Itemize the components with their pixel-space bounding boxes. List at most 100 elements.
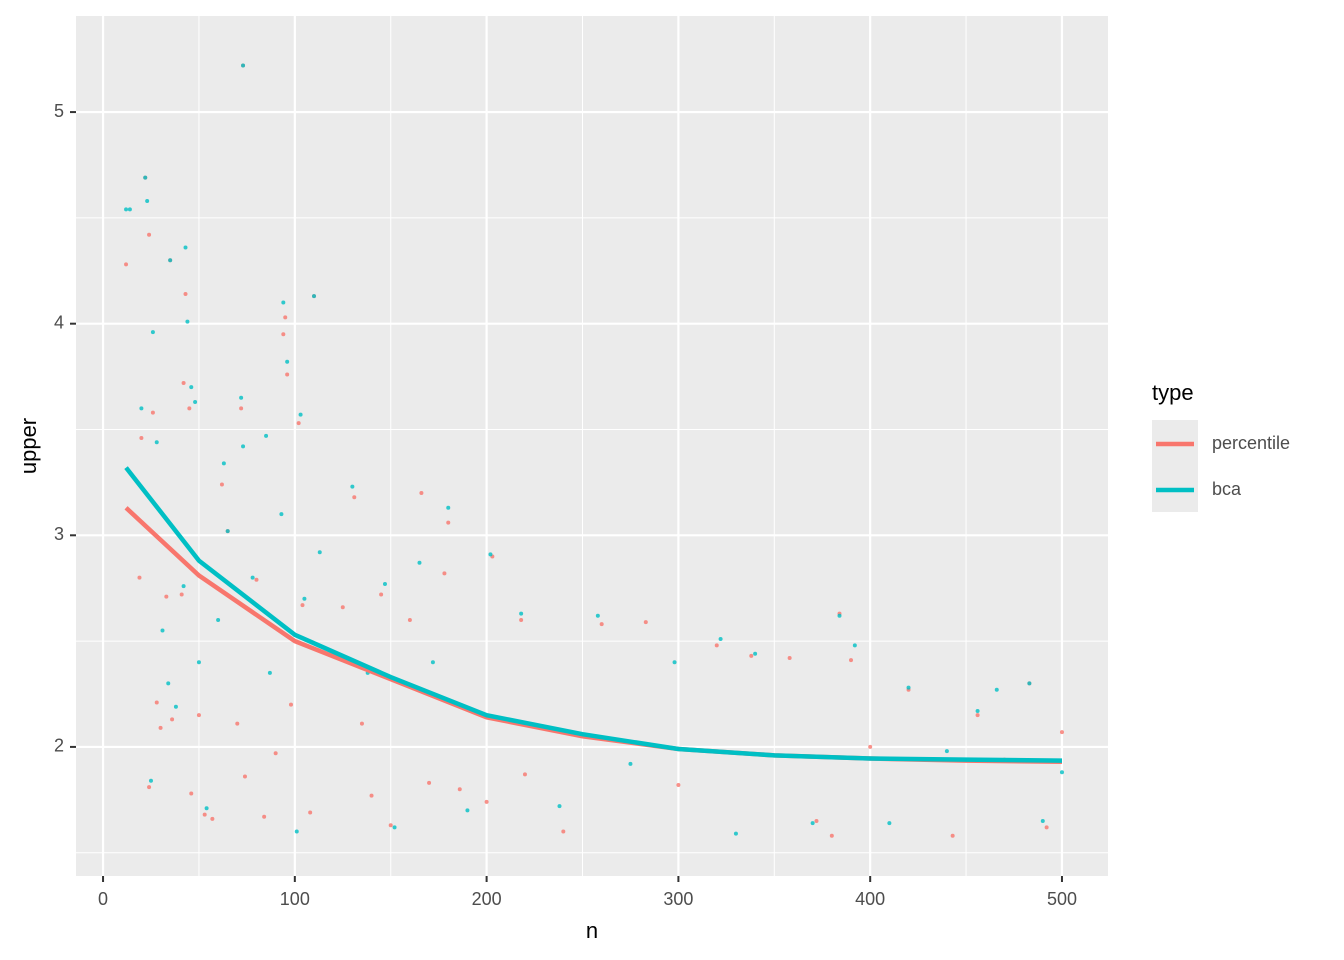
point	[1040, 818, 1045, 823]
point	[150, 330, 155, 335]
x-tick-label: 500	[1047, 889, 1077, 909]
point	[298, 412, 303, 417]
point	[216, 617, 221, 622]
point	[419, 490, 424, 495]
legend-label: percentile	[1212, 433, 1290, 453]
y-tick-label: 3	[54, 524, 64, 544]
point	[139, 406, 144, 411]
y-tick-label: 5	[54, 101, 64, 121]
point	[810, 821, 815, 826]
point	[137, 575, 142, 580]
point	[279, 512, 284, 517]
point	[264, 433, 269, 438]
point	[179, 592, 184, 597]
point	[267, 670, 272, 675]
point	[643, 620, 648, 625]
point	[294, 829, 299, 834]
point	[519, 611, 524, 616]
point	[312, 294, 317, 299]
point	[239, 406, 244, 411]
point	[753, 651, 758, 656]
point	[187, 406, 192, 411]
panel	[76, 16, 1108, 876]
x-tick-label: 100	[280, 889, 310, 909]
point	[350, 484, 355, 489]
point	[672, 660, 677, 665]
point	[150, 410, 155, 415]
point	[154, 700, 159, 705]
point	[241, 63, 246, 68]
point	[465, 808, 470, 813]
point	[718, 636, 723, 641]
point	[250, 575, 255, 580]
point	[1059, 770, 1064, 775]
point	[181, 380, 186, 385]
point	[488, 552, 493, 557]
point	[557, 804, 562, 809]
point	[975, 708, 980, 713]
y-tick-label: 4	[54, 312, 64, 332]
point	[285, 372, 290, 377]
legend-keys	[1152, 420, 1198, 512]
point	[202, 812, 207, 817]
point	[868, 744, 873, 749]
point	[446, 520, 451, 525]
point	[417, 560, 422, 565]
point	[382, 581, 387, 586]
point	[628, 761, 633, 766]
point	[975, 713, 980, 718]
legend-title: type	[1152, 380, 1194, 405]
point	[714, 643, 719, 648]
point	[308, 810, 313, 815]
point	[185, 319, 190, 324]
point	[829, 833, 834, 838]
point	[430, 660, 435, 665]
point	[369, 793, 374, 798]
point	[127, 207, 132, 212]
point	[852, 643, 857, 648]
point	[849, 658, 854, 663]
point	[950, 833, 955, 838]
point	[446, 505, 451, 510]
trend-line	[124, 466, 1062, 763]
point	[170, 717, 175, 722]
y-tick-label: 2	[54, 736, 64, 756]
point	[147, 232, 152, 237]
point	[183, 245, 188, 250]
point	[1027, 681, 1032, 686]
point	[522, 772, 527, 777]
point	[427, 780, 432, 785]
point	[281, 300, 286, 305]
point	[787, 656, 792, 661]
x-tick-label: 400	[855, 889, 885, 909]
legend-label: bca	[1212, 479, 1242, 499]
point	[1059, 730, 1064, 735]
point	[484, 799, 489, 804]
point	[166, 681, 171, 686]
point	[242, 774, 247, 779]
point	[288, 702, 293, 707]
point	[143, 175, 148, 180]
point	[285, 359, 290, 364]
point	[241, 444, 246, 449]
point	[147, 785, 152, 790]
point	[273, 751, 278, 756]
point	[124, 262, 129, 267]
point	[296, 421, 301, 426]
point	[148, 778, 153, 783]
point	[300, 603, 305, 608]
point	[676, 783, 681, 788]
point	[158, 725, 163, 730]
point	[595, 613, 600, 618]
point	[173, 704, 178, 709]
point	[225, 529, 230, 534]
x-tick-label: 200	[472, 889, 502, 909]
point	[204, 806, 209, 811]
point	[519, 617, 524, 622]
point	[235, 721, 240, 726]
point	[302, 596, 307, 601]
point	[124, 207, 129, 212]
point	[145, 198, 150, 203]
